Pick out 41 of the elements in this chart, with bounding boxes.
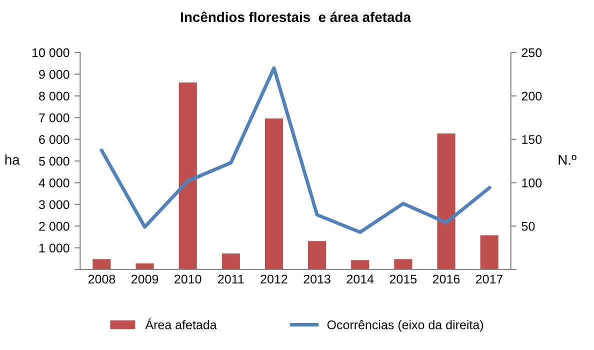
bar — [308, 241, 326, 270]
bar — [222, 253, 240, 270]
y-axis-title: ha — [5, 154, 20, 165]
y-tick-label: 8 000 — [39, 92, 70, 101]
y2-tick-label: 100 — [522, 178, 542, 188]
chart-title: Incêndios florestais e área afetada — [181, 12, 412, 22]
y-tick-label: 9 000 — [39, 70, 70, 79]
x-tick-label: 2013 — [304, 274, 330, 284]
y2-tick-label: 50 — [522, 222, 535, 231]
bar — [136, 263, 154, 270]
bar — [351, 260, 370, 270]
bar — [437, 133, 456, 270]
x-tick-label: 2011 — [218, 274, 244, 284]
y-tick-label: 1 000 — [39, 244, 70, 252]
bar — [394, 259, 412, 270]
y-tick-label: 6 000 — [39, 135, 70, 144]
x-tick-label: 2012 — [260, 274, 288, 284]
x-tick-label: 2016 — [432, 274, 460, 284]
y-tick-label: 5 000 — [38, 156, 70, 166]
line-series — [100, 66, 492, 234]
y-tick-label: 2 000 — [39, 222, 70, 231]
y-tick-label: 3 000 — [38, 200, 70, 210]
x-tick-label: 2014 — [346, 274, 374, 284]
y2-tick-label: 150 — [522, 135, 542, 144]
x-tick-label: 2015 — [390, 274, 417, 284]
bar — [92, 259, 111, 270]
y2-tick-label: 200 — [522, 92, 542, 101]
x-tick-label: 2008 — [88, 274, 116, 284]
x-tick-label: 2017 — [476, 274, 503, 284]
legend-label: Ocorrências (eixo da direita) — [327, 320, 484, 332]
y2-axis-title: N.º — [558, 154, 576, 165]
x-tick-label: 2010 — [174, 274, 202, 284]
y-tick-label: 10 000 — [32, 48, 70, 58]
y-tick-label: 4 000 — [38, 178, 70, 188]
y2-tick-label: 250 — [522, 48, 542, 58]
x-tick-label: 2009 — [132, 274, 158, 284]
bar — [178, 82, 197, 270]
bar — [264, 118, 284, 270]
y-tick-label: 7 000 — [39, 113, 70, 122]
bar — [480, 235, 498, 270]
legend-label: Área afetada — [145, 318, 217, 330]
